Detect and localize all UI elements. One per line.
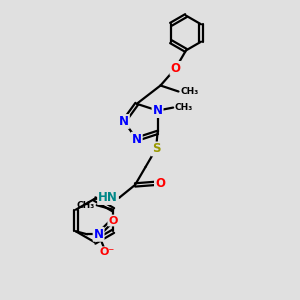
Text: HN: HN bbox=[98, 191, 118, 204]
Text: S: S bbox=[152, 142, 160, 155]
Text: CH₃: CH₃ bbox=[175, 103, 193, 112]
Text: N: N bbox=[119, 115, 129, 128]
Text: O: O bbox=[108, 215, 118, 226]
Text: CH₃: CH₃ bbox=[181, 87, 199, 96]
Text: O⁻: O⁻ bbox=[99, 247, 115, 257]
Text: CH₃: CH₃ bbox=[77, 201, 95, 210]
Text: N: N bbox=[132, 133, 142, 146]
Text: O: O bbox=[170, 62, 181, 75]
Text: N: N bbox=[152, 104, 163, 117]
Text: O: O bbox=[155, 177, 165, 190]
Text: N: N bbox=[94, 228, 103, 241]
